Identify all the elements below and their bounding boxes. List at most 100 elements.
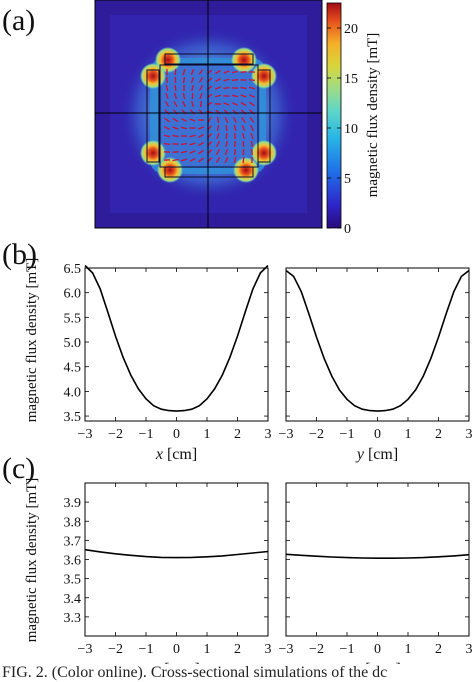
field-arrow-59 [198, 109, 204, 115]
plot-b-left-ytick-label-4: 5.5 [64, 311, 82, 326]
field-arrow-99 [163, 142, 171, 146]
field-arrow-98 [250, 132, 254, 140]
colorbar-tick-label-2: 10 [344, 122, 358, 137]
plot-c-right-xtick-label-3: 0 [374, 642, 381, 657]
field-arrow-94 [216, 132, 220, 140]
field-arrow-42 [240, 94, 247, 98]
plot-c-right-xtick-label-5: 2 [435, 642, 442, 657]
colorbar-tick-label-3: 15 [344, 72, 358, 87]
field-arrow-58 [190, 109, 195, 115]
field-arrow-43 [249, 94, 255, 98]
plot-b-right-xtick-label-4: 1 [405, 427, 412, 442]
plot-c-left-ytick-label-6: 3.9 [64, 496, 82, 511]
plot-c-left-ytick-label-3: 3.6 [64, 554, 82, 569]
colorbar-tick-label-1: 5 [344, 172, 351, 187]
plot-c-y-mm: −3 −2 −1 0 1 2 3 y [mm] [279, 482, 473, 664]
field-arrow-51 [223, 102, 230, 106]
plot-c-left-xtick-label-1: −2 [108, 642, 123, 657]
plot-c-right-xtick-label-1: −2 [309, 642, 324, 657]
plot-b-left-xlabel-unit: [cm] [163, 446, 197, 463]
plot-b-left-xtick-label-0: −3 [78, 427, 93, 442]
field-arrow-116 [215, 149, 221, 155]
colorbar-tick-label-4: 20 [344, 22, 358, 37]
plot-c-left-xtick-label-6: 3 [265, 642, 272, 657]
field-arrow-3 [190, 69, 195, 75]
field-arrow-113 [189, 150, 196, 154]
plot-c-right-series-line-0 [285, 553, 470, 559]
field-arrow-95 [225, 132, 228, 140]
plot-c-left-xlabel-var: x [152, 661, 160, 664]
plot-b-right-series-line-0 [285, 269, 470, 412]
field-arrow-129 [233, 156, 237, 164]
field-arrow-123 [180, 158, 188, 162]
plot-c-left-ytick-label-4: 3.7 [64, 534, 82, 549]
plot-c-right-xtick-label-6: 3 [466, 642, 473, 657]
panel-label-b: (b) [2, 238, 37, 271]
field-arrow-1 [174, 68, 177, 76]
field-arrow-81 [197, 126, 205, 130]
hotspot-3 [140, 63, 166, 89]
plot-b-left-ytick-label-0: 3.5 [64, 410, 82, 425]
field-arrow-122 [172, 158, 179, 162]
field-arrow-128 [224, 156, 229, 164]
field-arrow-130 [242, 156, 245, 164]
field-arrow-47 [191, 100, 194, 108]
field-arrow-66 [164, 117, 170, 123]
plot-c-right-xlabel-var: y [352, 661, 362, 664]
field-arrow-79 [180, 126, 188, 130]
plot-c-right-xlabel: y [mm] [352, 661, 401, 664]
plot-b-y-cm: −3 −2 −1 0 1 2 3 y [cm] [279, 267, 473, 463]
field-arrow-72 [216, 116, 220, 124]
field-arrow-8 [231, 70, 239, 74]
field-arrow-35 [182, 92, 186, 100]
field-arrow-6 [215, 69, 221, 75]
plot-b-left-ytick-label-5: 6.0 [64, 287, 82, 302]
field-arrow-44 [164, 101, 170, 107]
plot-b-right-xtick-label-0: −3 [279, 427, 294, 442]
field-arrow-87 [250, 125, 254, 131]
colorbar: 0 5 10 15 20 magnetic flux density [mT] [326, 2, 381, 237]
field-arrow-11 [166, 76, 168, 84]
field-arrow-77 [164, 126, 170, 130]
plot-c-right-xtick-label-4: 1 [405, 642, 412, 657]
plot-b-right-frame [285, 267, 470, 422]
field-arrow-125 [198, 157, 204, 163]
field-arrow-112 [180, 150, 188, 154]
field-arrow-92 [198, 134, 204, 138]
field-arrow-33 [165, 92, 169, 100]
plot-c-right-xtick-label-0: −3 [279, 642, 294, 657]
field-arrow-109 [250, 140, 254, 148]
plot-c-left-xtick-label-0: −3 [78, 642, 93, 657]
hotspot-8 [233, 157, 259, 183]
field-arrow-52 [232, 102, 238, 106]
plot-b-right-xlabel-var: y [355, 446, 365, 463]
colorbar-label: magnetic flux density [mT] [365, 33, 381, 198]
field-arrow-85 [233, 124, 237, 132]
plot-b-right-xlabel: y [cm] [355, 446, 398, 463]
colorbar-gradient [326, 2, 342, 229]
plot-b-left-xlabel-var: x [155, 446, 163, 463]
plot-b-x-cm: −3 −2 −1 0 1 2 3 3.5 4.0 4.5 5.0 5.5 6.0 6.5 x [cm] [64, 262, 272, 463]
field-arrow-21 [248, 78, 256, 82]
panel-label-c: (c) [2, 452, 35, 485]
field-arrow-86 [241, 124, 246, 132]
plot-b-left-frame [84, 267, 269, 422]
field-arrow-117 [224, 148, 229, 156]
field-arrow-73 [224, 117, 229, 123]
field-arrow-13 [182, 76, 186, 84]
field-arrow-29 [223, 86, 230, 90]
hotspot-4 [251, 63, 277, 89]
plot-b-left-series-line-0 [84, 264, 269, 412]
field-arrow-124 [189, 158, 196, 162]
plot-c-left-ytick-label-2: 3.5 [64, 573, 82, 588]
field-arrow-54 [249, 101, 255, 107]
field-arrow-2 [182, 68, 186, 76]
figure-caption: FIG. 2. (Color online). Cross-sectional … [2, 664, 388, 681]
plot-c-left-xlabel-unit: [mm] [160, 661, 200, 664]
plot-b-left-xtick-label-2: −1 [139, 427, 154, 442]
field-arrow-39 [214, 94, 222, 98]
plot-c-left-frame [84, 482, 269, 637]
field-arrow-111 [172, 151, 179, 153]
field-arrow-15 [198, 77, 204, 83]
